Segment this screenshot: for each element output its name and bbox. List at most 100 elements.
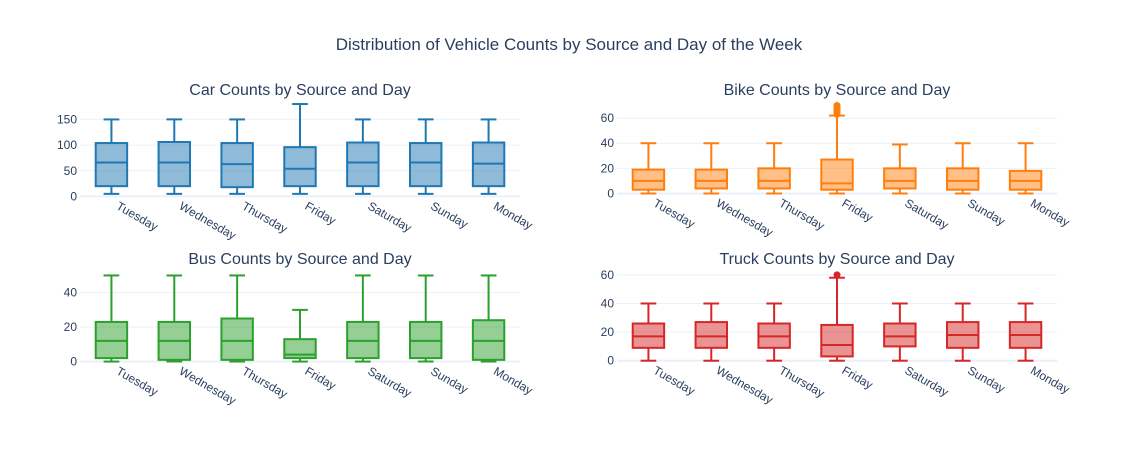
y-tick-label: 0: [607, 186, 614, 200]
x-tick-label: Friday: [303, 364, 339, 393]
subplot-1: Car Counts by Source and Day 0 50 100 150 Tue…: [57, 82, 535, 243]
x-tick-label: Friday: [303, 199, 339, 228]
box-monday: [1008, 142, 1043, 195]
box-wednesday: [694, 302, 728, 362]
subplot-3: Bus Counts by Source and Day 0 20 40 Tuesday…: [64, 251, 535, 408]
iqr-box: [409, 142, 443, 188]
subplot-title: Truck Counts by Source and Day: [719, 251, 954, 268]
x-tick-label: Saturday: [902, 196, 951, 232]
box-saturday: [346, 118, 380, 195]
x-tick-label: Thursday: [777, 196, 827, 233]
box-friday: [820, 102, 854, 195]
y-tick-label: 20: [64, 320, 78, 334]
y-tick-label: 0: [607, 354, 614, 368]
iqr-box: [757, 167, 791, 190]
x-tick-label: Wednesday: [177, 364, 239, 408]
box-friday: [283, 308, 317, 363]
outlier-point: [833, 102, 841, 110]
y-tick-label: 60: [601, 268, 615, 282]
x-tick-label: Saturday: [902, 363, 951, 399]
y-tick-label: 50: [64, 164, 78, 178]
x-tick-label: Tuesday: [114, 199, 160, 234]
x-tick-label: Monday: [1028, 363, 1072, 396]
iqr-box: [694, 321, 728, 349]
x-tick-label: Friday: [840, 363, 876, 392]
box-tuesday: [94, 274, 129, 363]
box-saturday: [346, 274, 380, 363]
y-tick-label: 40: [64, 286, 78, 300]
box-friday: [283, 103, 317, 195]
subplot-title: Car Counts by Source and Day: [189, 82, 410, 99]
x-tick-label: Wednesday: [714, 363, 776, 407]
y-tick-label: 0: [70, 189, 77, 203]
iqr-box: [631, 168, 666, 191]
y-tick-label: 20: [601, 325, 615, 339]
y-tick-label: 60: [601, 111, 615, 125]
figure-title: Distribution of Vehicle Counts by Source…: [336, 35, 803, 54]
x-tick-label: Wednesday: [714, 196, 776, 240]
outlier-point: [833, 271, 841, 279]
y-tick-label: 40: [601, 296, 615, 310]
x-tick-label: Monday: [491, 364, 535, 397]
subplot-4: Truck Counts by Source and Day 0 20 40 60 Tue…: [601, 251, 1072, 407]
iqr-box: [94, 142, 129, 188]
box-saturday: [883, 143, 917, 195]
y-tick-label: 20: [601, 161, 615, 175]
iqr-box: [694, 168, 728, 190]
iqr-box: [883, 167, 917, 190]
box-tuesday: [631, 142, 666, 195]
box-sunday: [409, 274, 443, 363]
iqr-box: [820, 323, 854, 358]
x-tick-label: Tuesday: [651, 196, 697, 231]
y-tick-label: 0: [70, 355, 77, 369]
box-monday: [1008, 302, 1043, 362]
box-sunday: [946, 142, 980, 195]
x-tick-label: Wednesday: [177, 199, 239, 243]
box-sunday: [946, 302, 980, 362]
iqr-box: [283, 338, 317, 360]
x-tick-label: Thursday: [240, 364, 290, 401]
box-saturday: [883, 302, 917, 362]
x-tick-label: Saturday: [365, 364, 414, 400]
subplot-title: Bus Counts by Source and Day: [188, 251, 411, 268]
iqr-box: [283, 146, 317, 188]
box-monday: [471, 118, 506, 195]
x-tick-label: Saturday: [365, 199, 414, 235]
x-tick-label: Monday: [1028, 196, 1072, 229]
y-tick-label: 100: [57, 138, 77, 152]
box-friday: [820, 271, 854, 362]
box-thursday: [220, 118, 254, 195]
box-thursday: [757, 142, 791, 195]
iqr-box: [157, 141, 191, 188]
x-tick-label: Sunday: [428, 364, 470, 396]
x-tick-label: Friday: [840, 196, 876, 225]
iqr-box: [346, 141, 380, 188]
box-thursday: [757, 302, 791, 362]
x-tick-label: Monday: [491, 199, 535, 232]
x-tick-label: Thursday: [777, 363, 827, 400]
box-sunday: [409, 118, 443, 195]
box-wednesday: [157, 118, 191, 195]
iqr-box: [946, 167, 980, 191]
x-tick-label: Tuesday: [114, 364, 160, 399]
box-monday: [471, 274, 506, 363]
iqr-box: [883, 322, 917, 348]
x-tick-label: Tuesday: [651, 363, 697, 398]
subplot-title: Bike Counts by Source and Day: [724, 82, 951, 99]
iqr-box: [220, 317, 254, 361]
x-tick-label: Sunday: [965, 196, 1007, 228]
subplot-2: Bike Counts by Source and Day 0 20 40 60 Tues…: [601, 82, 1072, 240]
x-tick-label: Thursday: [240, 199, 290, 236]
y-tick-label: 150: [57, 112, 77, 126]
iqr-box: [220, 142, 254, 189]
x-tick-label: Sunday: [428, 199, 470, 231]
iqr-box: [820, 158, 854, 191]
box-thursday: [220, 274, 254, 363]
y-tick-label: 40: [601, 136, 615, 150]
box-tuesday: [94, 118, 129, 195]
box-wednesday: [694, 142, 728, 195]
box-tuesday: [631, 302, 666, 362]
box-wednesday: [157, 274, 191, 363]
